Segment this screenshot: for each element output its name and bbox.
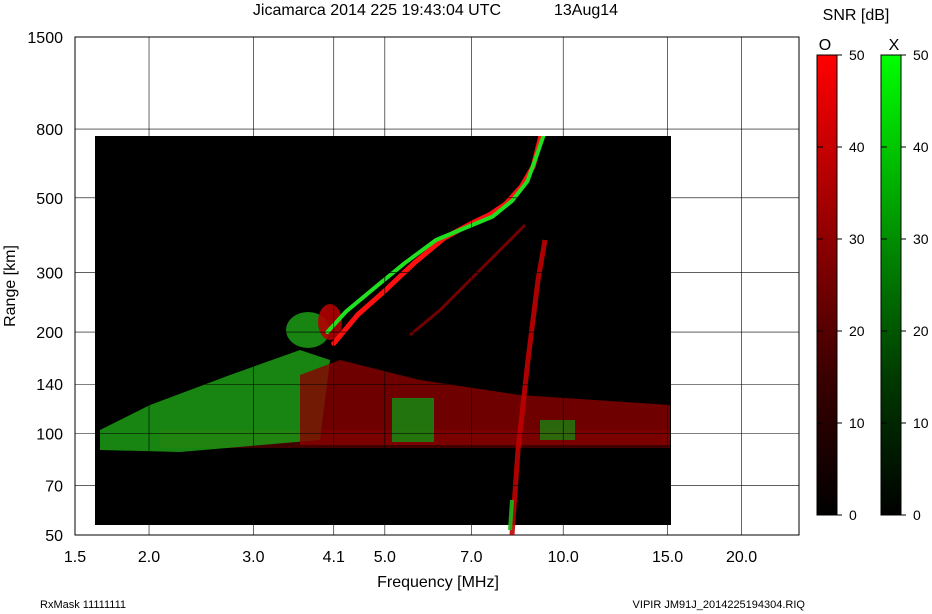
x-tick-label: 7.0 bbox=[460, 549, 482, 566]
colorbar-o bbox=[816, 54, 838, 516]
colorbar-tick-label: 10 bbox=[849, 415, 865, 431]
x-tick-labels: 1.5 2.0 3.0 4.1 5.0 7.0 10.0 15.0 20.0 bbox=[64, 549, 757, 566]
x-patch-5mhz bbox=[392, 398, 434, 442]
chart-title: Jicamarca 2014 225 19:43:04 UTC bbox=[253, 2, 501, 19]
grid-lines bbox=[75, 37, 799, 535]
x-axis-label: Frequency [MHz] bbox=[377, 574, 499, 591]
colorbar-ticks: 0 0 10 10 20 20 30 30 40 40 50 50 bbox=[817, 47, 929, 523]
x-spread-region bbox=[100, 350, 330, 452]
y-tick-label: 500 bbox=[36, 191, 63, 208]
y-tick-label: 70 bbox=[45, 479, 63, 496]
y-tick-label: 200 bbox=[36, 325, 63, 342]
colorbar-x bbox=[880, 54, 902, 516]
colorbar-tick-label: 0 bbox=[849, 507, 857, 523]
x-tick-label: 5.0 bbox=[374, 549, 396, 566]
x-tick-label: 4.1 bbox=[323, 549, 345, 566]
colorbar-tick-label: 20 bbox=[849, 323, 865, 339]
o-streak bbox=[509, 239, 548, 535]
y-axis-label: Range [km] bbox=[2, 245, 19, 327]
colorbar-tick-label: 30 bbox=[913, 231, 929, 247]
x-streak bbox=[508, 499, 514, 531]
x-patch-10mhz bbox=[540, 420, 575, 440]
y-tick-label: 800 bbox=[36, 122, 63, 139]
y-tick-label: 300 bbox=[36, 266, 63, 283]
o-blob bbox=[318, 304, 342, 340]
colorbar-tick-label: 10 bbox=[913, 415, 929, 431]
y-tick-label: 100 bbox=[36, 427, 63, 444]
file-label: VIPIR JM91J_2014225194304.RIQ bbox=[633, 599, 806, 611]
colorbar-tick-label: 20 bbox=[913, 323, 929, 339]
o-secondary-trace bbox=[409, 223, 527, 337]
x-tick-label: 20.0 bbox=[726, 549, 757, 566]
y-tick-labels: 50 70 100 140 200 300 500 800 1500 bbox=[27, 30, 63, 545]
data-background bbox=[95, 136, 671, 525]
colorbar-title: SNR [dB] bbox=[823, 7, 890, 24]
colorbar-tick-label: 40 bbox=[849, 139, 865, 155]
x-tick-label: 1.5 bbox=[64, 549, 86, 566]
y-tick-label: 50 bbox=[45, 528, 63, 545]
ionogram-data bbox=[95, 136, 671, 535]
colorbar-tick-label: 30 bbox=[849, 231, 865, 247]
colorbar-tick-label: 50 bbox=[913, 47, 929, 63]
colorbar-o-label: O bbox=[819, 37, 831, 54]
x-tick-label: 2.0 bbox=[138, 549, 160, 566]
colorbar-tick-label: 50 bbox=[849, 47, 865, 63]
colorbar-x-label: X bbox=[889, 37, 900, 54]
x-tick-label: 3.0 bbox=[242, 549, 264, 566]
colorbar-tick-label: 40 bbox=[913, 139, 929, 155]
y-tick-label: 140 bbox=[36, 377, 63, 394]
colorbar-tick-label: 0 bbox=[913, 507, 921, 523]
x-tick-label: 15.0 bbox=[652, 549, 683, 566]
x-tick-label: 10.0 bbox=[548, 549, 579, 566]
chart-date: 13Aug14 bbox=[554, 2, 618, 19]
y-tick-label: 1500 bbox=[27, 30, 63, 47]
rxmask-label: RxMask 11111111 bbox=[40, 599, 126, 611]
series-x-trace bbox=[325, 136, 546, 334]
